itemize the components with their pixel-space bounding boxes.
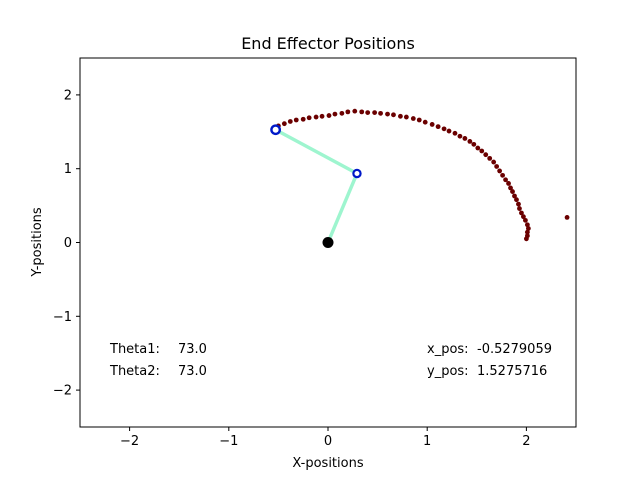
xpos-label: x_pos:: [427, 342, 469, 357]
y-tick-label: 2: [64, 88, 72, 103]
trace-point: [457, 133, 463, 139]
trace-point: [281, 121, 287, 127]
trace-point: [521, 214, 526, 220]
theta2-label: Theta2:: [109, 364, 160, 379]
trace-point: [365, 110, 371, 116]
trace-point: [378, 110, 383, 116]
trace-point: [517, 206, 522, 211]
trace-point: [306, 115, 312, 121]
trace-point: [525, 226, 531, 231]
arm-link-2: [273, 127, 359, 176]
trace-point: [385, 111, 390, 117]
trace-point: [352, 108, 358, 114]
trace-point: [494, 164, 500, 169]
trace-point: [487, 155, 493, 161]
trace-point: [512, 193, 517, 199]
y-tick-label: −1: [53, 310, 72, 325]
trace-point: [519, 210, 524, 216]
trace-point: [359, 109, 365, 115]
chart-title: End Effector Positions: [241, 34, 415, 53]
arm-elbow-joint: [352, 168, 362, 179]
trace-point: [416, 117, 422, 123]
trace-point: [339, 110, 345, 116]
trace-point: [313, 114, 319, 120]
trace-point: [403, 114, 409, 120]
x-tick-label: 0: [324, 434, 332, 449]
trace-point: [410, 116, 416, 121]
x-axis-label: X-positions: [292, 456, 363, 471]
x-tick-label: −1: [219, 434, 238, 449]
trace-point: [514, 197, 519, 203]
y-tick-label: −2: [53, 384, 72, 399]
arm-end-effector: [270, 124, 282, 136]
trace-point: [497, 168, 503, 174]
trace-point: [446, 128, 452, 134]
trace-point: [506, 181, 511, 186]
y-axis-label: Y-positions: [30, 207, 45, 278]
trace-point: [479, 148, 485, 154]
x-tick-label: 1: [423, 434, 431, 449]
trace-point: [467, 138, 473, 144]
trace-point: [510, 189, 515, 194]
trace-point: [452, 130, 458, 136]
trace-point: [398, 113, 403, 119]
plot-frame: [79, 57, 577, 428]
trace-point: [345, 109, 351, 115]
xpos-value: -0.5279059: [477, 342, 552, 357]
trace-point: [523, 217, 528, 223]
theta1-label: Theta1:: [109, 342, 160, 357]
axis-ticks: −2 −1 0 1 2 −2 −1 0 1 2: [53, 88, 531, 449]
ypos-value: 1.5275716: [477, 364, 547, 379]
trace-point: [462, 136, 468, 141]
y-tick-label: 1: [64, 162, 72, 177]
trace-point: [326, 113, 332, 118]
trace-point: [483, 152, 489, 158]
trace-point: [332, 111, 338, 117]
trace-point: [475, 145, 481, 151]
trace-point: [491, 159, 497, 165]
trace-point: [300, 116, 306, 122]
ypos-label: y_pos:: [427, 364, 469, 379]
robot-arm: [270, 124, 362, 248]
y-tick-label: 0: [64, 236, 72, 251]
trace-point: [524, 233, 530, 239]
theta1-value: 73.0: [178, 342, 207, 357]
trace-point: [422, 119, 428, 125]
trace-point: [391, 112, 396, 118]
trace-point: [524, 229, 530, 235]
trace-point: [500, 172, 505, 178]
trace-point: [435, 124, 441, 130]
trace-point: [293, 117, 299, 123]
trace-point: [287, 119, 293, 124]
trace-point: [516, 201, 521, 207]
theta2-value: 73.0: [178, 364, 207, 379]
arm-link-1: [326, 171, 359, 245]
trace-point: [429, 122, 435, 127]
x-tick-label: 2: [522, 434, 530, 449]
trace-point-outlier: [564, 215, 570, 220]
trace-point: [503, 177, 508, 183]
trace-point: [508, 185, 513, 191]
trace-series: [273, 108, 570, 242]
trace-point: [471, 141, 477, 147]
trace-point: [524, 222, 530, 228]
trace-point: [441, 126, 447, 132]
x-tick-label: −2: [120, 434, 139, 449]
arm-base-joint: [322, 237, 334, 248]
trace-point: [372, 110, 378, 116]
trace-point: [319, 113, 325, 119]
